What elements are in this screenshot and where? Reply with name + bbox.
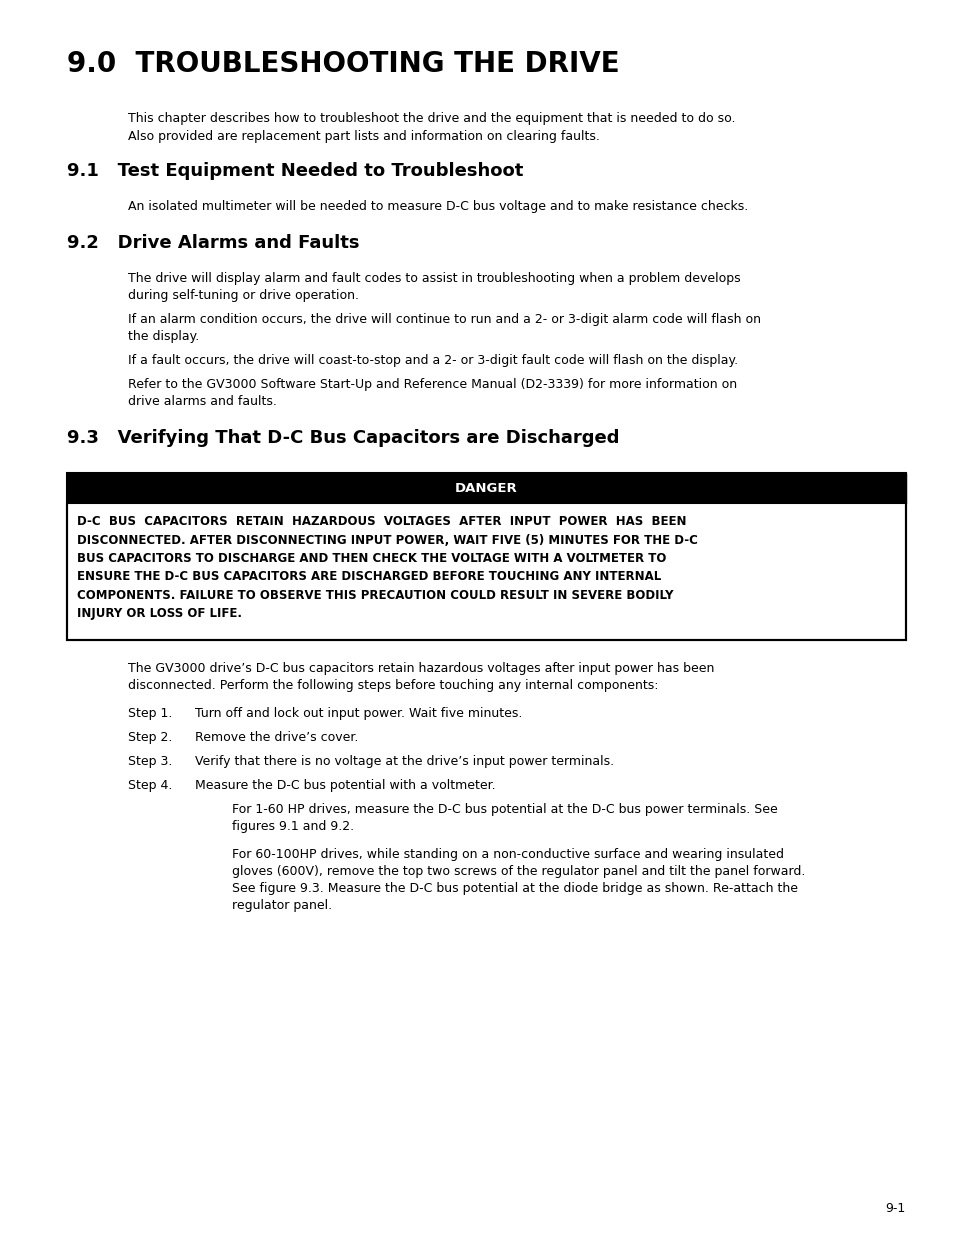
Text: the display.: the display. [128, 330, 199, 343]
Text: DISCONNECTED. AFTER DISCONNECTING INPUT POWER, WAIT FIVE (5) MINUTES FOR THE D-C: DISCONNECTED. AFTER DISCONNECTING INPUT … [77, 534, 698, 547]
Text: 9.1   Test Equipment Needed to Troubleshoot: 9.1 Test Equipment Needed to Troubleshoo… [67, 162, 523, 180]
Text: COMPONENTS. FAILURE TO OBSERVE THIS PRECAUTION COULD RESULT IN SEVERE BODILY: COMPONENTS. FAILURE TO OBSERVE THIS PREC… [77, 589, 673, 601]
Text: The GV3000 drive’s D-C bus capacitors retain hazardous voltages after input powe: The GV3000 drive’s D-C bus capacitors re… [128, 662, 714, 676]
Text: 9.0  TROUBLESHOOTING THE DRIVE: 9.0 TROUBLESHOOTING THE DRIVE [67, 49, 619, 78]
Text: disconnected. Perform the following steps before touching any internal component: disconnected. Perform the following step… [128, 679, 658, 692]
Bar [67, 473, 905, 503]
Text: If a fault occurs, the drive will coast-to-stop and a 2- or 3-digit fault code w: If a fault occurs, the drive will coast-… [128, 354, 738, 367]
Text: Step 3.: Step 3. [128, 755, 172, 768]
Text: 9.2   Drive Alarms and Faults: 9.2 Drive Alarms and Faults [67, 233, 359, 252]
Text: This chapter describes how to troubleshoot the drive and the equipment that is n: This chapter describes how to troublesho… [128, 112, 735, 125]
Text: drive alarms and faults.: drive alarms and faults. [128, 395, 276, 408]
Text: The drive will display alarm and fault codes to assist in troubleshooting when a: The drive will display alarm and fault c… [128, 272, 740, 285]
Text: Refer to the GV3000 Software Start-Up and Reference Manual (D2-3339) for more in: Refer to the GV3000 Software Start-Up an… [128, 378, 737, 391]
Text: For 60-100HP drives, while standing on a non-conductive surface and wearing insu: For 60-100HP drives, while standing on a… [232, 848, 783, 861]
Text: during self-tuning or drive operation.: during self-tuning or drive operation. [128, 289, 358, 303]
Text: figures 9.1 and 9.2.: figures 9.1 and 9.2. [232, 820, 354, 832]
Text: Step 1.: Step 1. [128, 706, 172, 720]
Text: Step 2.: Step 2. [128, 731, 172, 743]
Text: Step 4.: Step 4. [128, 779, 172, 792]
Text: Verify that there is no voltage at the drive’s input power terminals.: Verify that there is no voltage at the d… [194, 755, 614, 768]
Text: Remove the drive’s cover.: Remove the drive’s cover. [194, 731, 358, 743]
Text: D-C  BUS  CAPACITORS  RETAIN  HAZARDOUS  VOLTAGES  AFTER  INPUT  POWER  HAS  BEE: D-C BUS CAPACITORS RETAIN HAZARDOUS VOLT… [77, 515, 686, 529]
Text: INJURY OR LOSS OF LIFE.: INJURY OR LOSS OF LIFE. [77, 608, 242, 620]
Text: Also provided are replacement part lists and information on clearing faults.: Also provided are replacement part lists… [128, 130, 599, 143]
Bar [67, 473, 905, 640]
Text: If an alarm condition occurs, the drive will continue to run and a 2- or 3-digit: If an alarm condition occurs, the drive … [128, 312, 760, 326]
Text: ENSURE THE D-C BUS CAPACITORS ARE DISCHARGED BEFORE TOUCHING ANY INTERNAL: ENSURE THE D-C BUS CAPACITORS ARE DISCHA… [77, 571, 660, 583]
Text: BUS CAPACITORS TO DISCHARGE AND THEN CHECK THE VOLTAGE WITH A VOLTMETER TO: BUS CAPACITORS TO DISCHARGE AND THEN CHE… [77, 552, 666, 564]
Text: gloves (600V), remove the top two screws of the regulator panel and tilt the pan: gloves (600V), remove the top two screws… [232, 864, 804, 878]
Text: 9.3   Verifying That D-C Bus Capacitors are Discharged: 9.3 Verifying That D-C Bus Capacitors ar… [67, 429, 618, 447]
Text: An isolated multimeter will be needed to measure D-C bus voltage and to make res: An isolated multimeter will be needed to… [128, 200, 747, 212]
Text: See figure 9.3. Measure the D-C bus potential at the diode bridge as shown. Re-a: See figure 9.3. Measure the D-C bus pote… [232, 882, 797, 895]
Text: Measure the D-C bus potential with a voltmeter.: Measure the D-C bus potential with a vol… [194, 779, 496, 792]
Bar [67, 503, 905, 640]
Text: 9-1: 9-1 [884, 1202, 905, 1215]
Text: Turn off and lock out input power. Wait five minutes.: Turn off and lock out input power. Wait … [194, 706, 522, 720]
Text: DANGER: DANGER [455, 482, 517, 494]
Text: For 1-60 HP drives, measure the D-C bus potential at the D-C bus power terminals: For 1-60 HP drives, measure the D-C bus … [232, 803, 777, 816]
Text: regulator panel.: regulator panel. [232, 899, 332, 911]
